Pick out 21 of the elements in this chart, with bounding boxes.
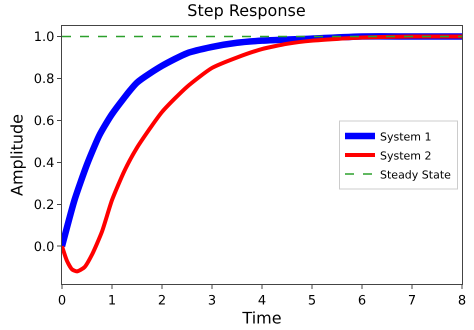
x-tick-label: 8	[458, 294, 466, 309]
y-axis-title: Amplitude	[8, 114, 27, 196]
x-axis-title: Time	[241, 308, 282, 328]
y-tick-label: 0.0	[34, 240, 54, 255]
x-tick-label: 0	[58, 294, 66, 309]
y-tick-label: 0.4	[34, 156, 54, 171]
legend-label: System 2	[380, 149, 432, 162]
y-tick-label: 0.6	[34, 114, 54, 129]
x-tick-label: 6	[358, 294, 366, 309]
x-tick-label: 2	[158, 294, 166, 309]
y-tick-label: 0.2	[34, 198, 54, 213]
y-tick-label: 1.0	[34, 30, 54, 46]
y-tick-label: 0.8	[34, 72, 54, 87]
legend-label: System 1	[380, 130, 432, 144]
x-tick-label: 1	[108, 294, 116, 309]
x-tick-label: 5	[308, 294, 316, 309]
legend-label: Steady State	[380, 168, 452, 182]
chart-title: Step Response	[187, 1, 306, 20]
x-tick-label: 4	[258, 294, 266, 309]
x-tick-label: 7	[408, 294, 416, 309]
x-tick-label: 3	[208, 294, 216, 309]
